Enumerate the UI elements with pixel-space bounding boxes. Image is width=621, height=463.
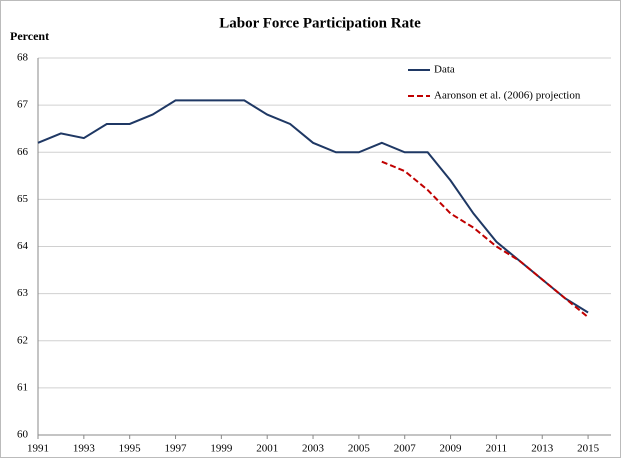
legend-label: Data	[434, 64, 455, 76]
y-tick-label: 67	[17, 99, 29, 111]
y-axis-label: Percent	[10, 29, 49, 43]
chart-title: Labor Force Participation Rate	[219, 15, 421, 31]
x-tick-label: 2015	[577, 443, 600, 455]
x-tick-label: 1991	[27, 443, 49, 455]
x-tick-label: 1999	[210, 443, 233, 455]
y-tick-label: 65	[17, 193, 29, 205]
x-tick-label: 2011	[486, 443, 508, 455]
x-tick-label: 1997	[165, 443, 188, 455]
y-tick-label: 66	[17, 146, 29, 158]
y-tick-label: 63	[17, 287, 29, 299]
y-tick-label: 68	[17, 52, 29, 64]
legend-label: Aaronson et al. (2006) projection	[434, 90, 581, 102]
x-tick-label: 1993	[73, 443, 96, 455]
x-tick-label: 2005	[348, 443, 371, 455]
x-tick-label: 2009	[440, 443, 463, 455]
x-tick-label: 2007	[394, 443, 417, 455]
x-tick-label: 2003	[302, 443, 325, 455]
series-line	[37, 99, 589, 314]
x-tick-label: 2001	[256, 443, 278, 455]
y-tick-label: 64	[17, 240, 29, 252]
x-tick-label: 2013	[531, 443, 554, 455]
y-tick-label: 62	[17, 334, 28, 346]
series-line	[381, 160, 589, 318]
y-tick-label: 60	[17, 429, 29, 441]
x-tick-label: 1995	[119, 443, 142, 455]
y-tick-label: 61	[17, 381, 28, 393]
